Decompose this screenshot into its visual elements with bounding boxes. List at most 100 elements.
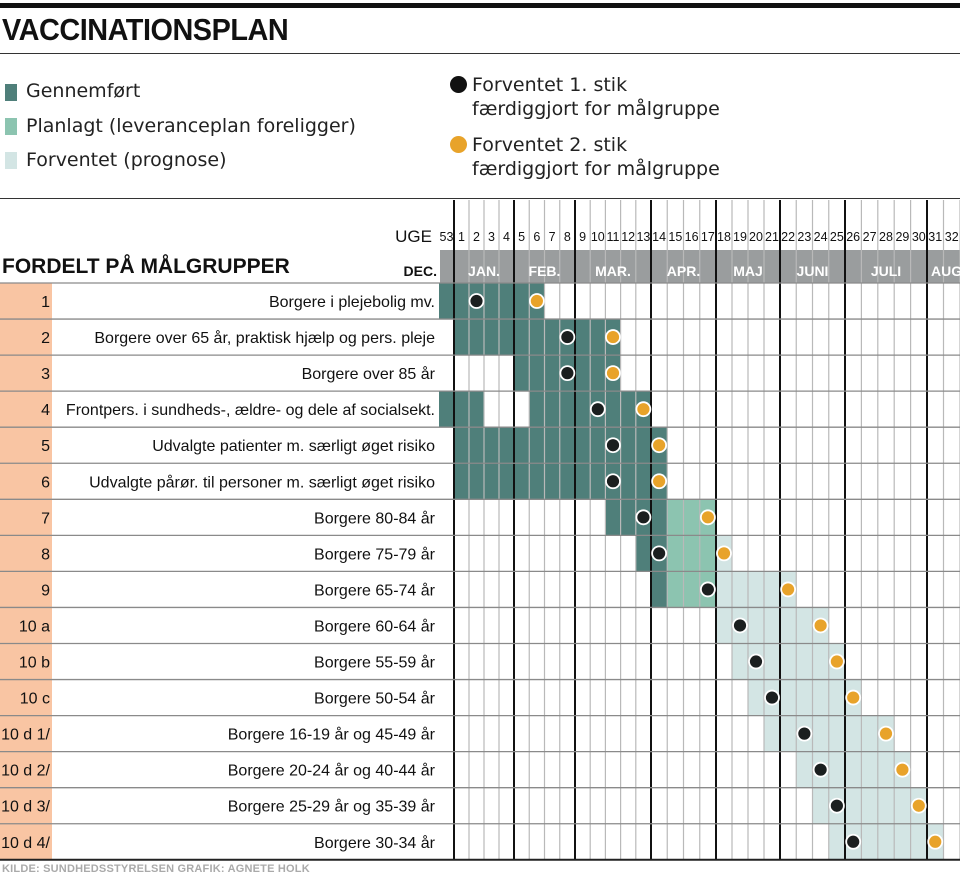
second-dose-marker (605, 365, 621, 382)
group-number: 9 (41, 582, 50, 599)
first-dose-marker (748, 653, 764, 670)
group-number: 4 (41, 402, 50, 419)
week-tick-label: 27 (863, 230, 877, 244)
first-dose-marker (732, 617, 748, 634)
week-tick-label: 18 (717, 230, 731, 244)
second-dose-marker (927, 833, 944, 850)
month-label: AUG (931, 263, 960, 279)
group-number: 8 (41, 546, 50, 563)
legend-second-dose-line1: Forventet 2. stik (472, 134, 628, 156)
week-tick-label: 24 (814, 230, 828, 244)
first-dose-marker (699, 581, 716, 598)
first-dose-marker (589, 401, 606, 418)
first-dose-marker (559, 329, 576, 345)
group-label: Udvalgte pårør. til personer m. særligt … (89, 473, 435, 491)
legend-forecast-swatch (5, 152, 17, 169)
week-tick-label: 20 (749, 230, 763, 244)
legend-divider (0, 198, 960, 199)
week-tick-label: 1 (458, 230, 465, 244)
week-tick-label: 5 (518, 230, 525, 244)
second-dose-marker (605, 329, 621, 345)
second-dose-marker (528, 293, 545, 309)
second-dose-marker (780, 581, 797, 598)
week-tick-label: 31 (928, 230, 942, 244)
group-label: Borgere 20-24 år og 40-44 år (228, 762, 436, 780)
second-dose-marker (651, 437, 668, 454)
legend-first-dose-line1: Forventet 1. stik (472, 74, 628, 96)
week-tick-label: 16 (685, 230, 699, 244)
week-axis-label: UGE (395, 227, 432, 246)
week-tick-label: 2 (473, 230, 480, 244)
group-label: Borgere 50-54 år (314, 690, 436, 708)
week-tick-label: 15 (668, 230, 682, 244)
second-dose-marker (651, 473, 668, 490)
second-dose-marker (845, 689, 862, 706)
month-label: DEC. (404, 263, 437, 279)
week-tick-label: 13 (636, 230, 650, 244)
week-tick-label: 22 (781, 230, 795, 244)
top-rule (0, 3, 960, 8)
week-tick-label: 4 (503, 230, 510, 244)
first-dose-marker (605, 473, 621, 490)
week-tick-label: 3 (488, 230, 495, 244)
legend-planned-label: Planlagt (leveranceplan foreligger) (26, 115, 356, 137)
week-tick-label: 19 (733, 230, 747, 244)
group-number: 6 (41, 474, 50, 491)
group-number: 10 d 2/ (1, 763, 50, 780)
group-label: Borgere i plejebolig mv. (269, 294, 435, 311)
group-number: 10 c (20, 691, 50, 708)
group-number: 3 (41, 366, 50, 383)
legend-first-dose-dot (450, 76, 467, 93)
chart-subtitle: FORDELT PÅ MÅLGRUPPER (2, 254, 290, 278)
group-label: Borgere 80-84 år (314, 509, 436, 527)
page-title: VACCINATIONSPLAN (2, 12, 289, 47)
week-tick-label: 9 (579, 230, 586, 244)
second-dose-marker (878, 725, 894, 742)
legend-second-dose-label: Forventet 2. stik færdiggjort for målgrup… (472, 133, 720, 181)
month-label: MAJ (733, 263, 763, 279)
group-label: Borgere 65-74 år (314, 581, 436, 599)
first-dose-marker (559, 365, 576, 382)
month-label: JAN. (468, 263, 500, 279)
week-tick-label: 53 (440, 230, 454, 244)
week-tick-label: 11 (607, 230, 620, 244)
group-number: 5 (41, 438, 50, 455)
bar-planned (667, 535, 716, 572)
first-dose-marker (812, 761, 829, 778)
week-tick-label: 26 (846, 230, 860, 244)
bar-done (454, 463, 668, 500)
first-dose-marker (651, 545, 668, 562)
first-dose-marker (828, 797, 845, 814)
week-tick-label: 28 (879, 230, 893, 244)
bar-done (439, 283, 545, 320)
bar-done (454, 319, 621, 356)
group-label: Borgere 30-34 år (314, 834, 436, 852)
month-label: APR. (667, 263, 700, 279)
group-label: Borgere 55-59 år (314, 654, 436, 672)
legend-done-swatch (5, 84, 17, 101)
week-tick-label: 6 (533, 230, 540, 244)
group-label: Borgere over 85 år (302, 365, 436, 383)
month-label: JUNI (797, 263, 829, 279)
group-number: 10 b (19, 655, 50, 672)
month-label: FEB. (529, 263, 561, 279)
group-label: Borgere 60-64 år (314, 617, 436, 635)
bar-done (439, 391, 484, 428)
footer-credit: KILDE: SUNDHEDSSTYRELSEN GRAFIK: AGNETE … (2, 863, 310, 875)
week-tick-label: 12 (621, 230, 635, 244)
week-tick-label: 29 (895, 230, 909, 244)
week-tick-label: 10 (591, 230, 605, 244)
week-tick-label: 17 (701, 230, 715, 244)
group-number: 1 (41, 294, 50, 311)
second-dose-marker (894, 761, 911, 778)
week-tick-label: 14 (652, 230, 666, 244)
week-tick-label: 8 (564, 230, 571, 244)
first-dose-marker (796, 725, 813, 742)
first-dose-marker (635, 509, 652, 526)
title-divider (0, 53, 960, 54)
week-tick-label: 32 (945, 230, 959, 244)
month-label: JULI (871, 263, 901, 279)
week-tick-label: 21 (765, 230, 779, 244)
second-dose-marker (716, 545, 732, 562)
